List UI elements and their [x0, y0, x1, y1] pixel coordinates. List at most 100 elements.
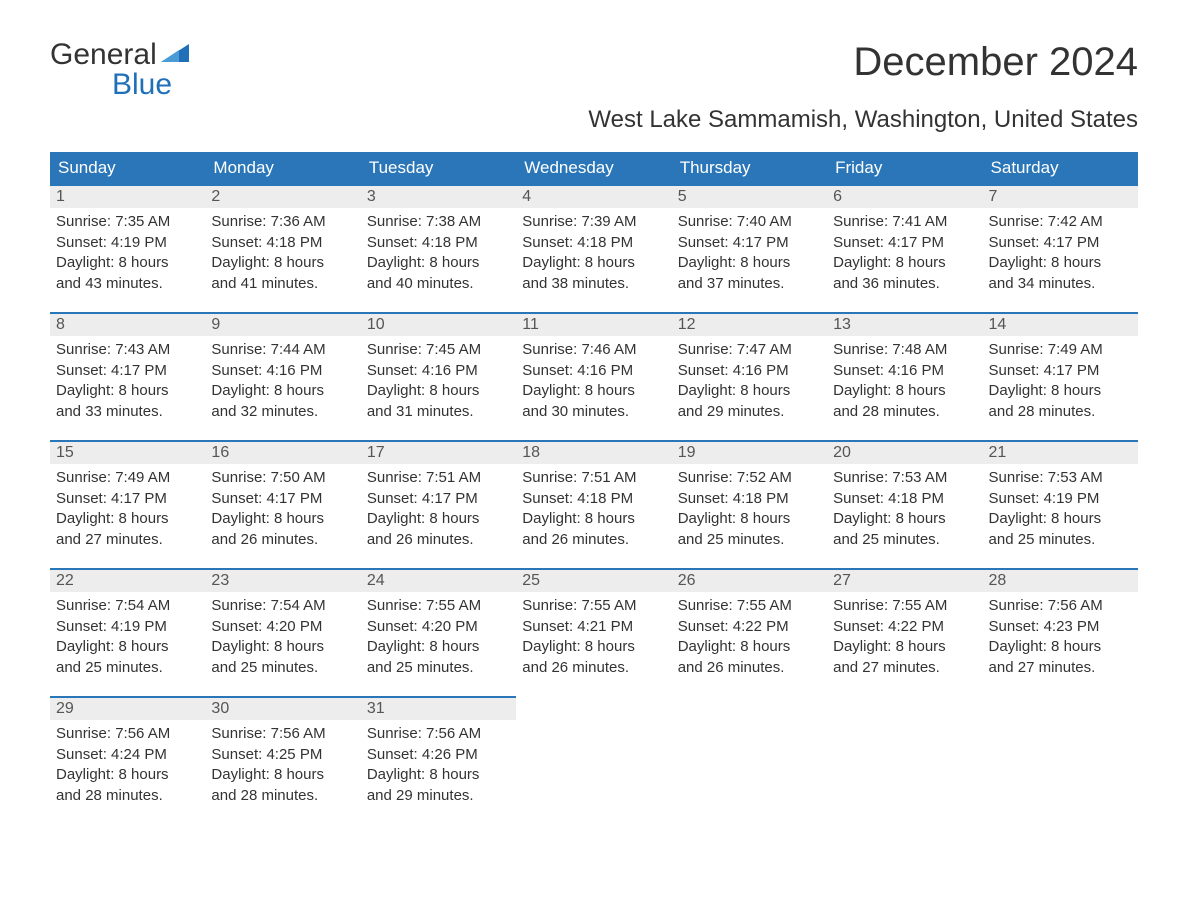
day-number: 18	[516, 440, 671, 464]
daylight-text: and 28 minutes.	[833, 402, 976, 422]
calendar-day: 4Sunrise: 7:39 AMSunset: 4:18 PMDaylight…	[516, 184, 671, 312]
day-details: Sunrise: 7:54 AMSunset: 4:20 PMDaylight:…	[205, 592, 360, 688]
calendar-day: 19Sunrise: 7:52 AMSunset: 4:18 PMDayligh…	[672, 440, 827, 568]
daylight-text: Daylight: 8 hours	[678, 637, 821, 657]
day-details: Sunrise: 7:55 AMSunset: 4:22 PMDaylight:…	[672, 592, 827, 688]
sunset-text: Sunset: 4:19 PM	[56, 233, 199, 253]
sunset-text: Sunset: 4:18 PM	[678, 489, 821, 509]
col-wed: Wednesday	[516, 152, 671, 184]
daylight-text: and 36 minutes.	[833, 274, 976, 294]
daylight-text: Daylight: 8 hours	[367, 509, 510, 529]
daylight-text: Daylight: 8 hours	[211, 509, 354, 529]
daylight-text: Daylight: 8 hours	[989, 509, 1132, 529]
day-details: Sunrise: 7:51 AMSunset: 4:18 PMDaylight:…	[516, 464, 671, 560]
day-number: 9	[205, 312, 360, 336]
daylight-text: Daylight: 8 hours	[211, 253, 354, 273]
daylight-text: Daylight: 8 hours	[56, 381, 199, 401]
brand-word-2: Blue	[112, 70, 189, 100]
day-details: Sunrise: 7:49 AMSunset: 4:17 PMDaylight:…	[983, 336, 1138, 432]
sunrise-text: Sunrise: 7:53 AM	[989, 468, 1132, 488]
sunrise-text: Sunrise: 7:52 AM	[678, 468, 821, 488]
daylight-text: and 32 minutes.	[211, 402, 354, 422]
calendar-day: 9Sunrise: 7:44 AMSunset: 4:16 PMDaylight…	[205, 312, 360, 440]
daylight-text: and 28 minutes.	[211, 786, 354, 806]
day-number: 17	[361, 440, 516, 464]
calendar-day: 14Sunrise: 7:49 AMSunset: 4:17 PMDayligh…	[983, 312, 1138, 440]
sunrise-text: Sunrise: 7:50 AM	[211, 468, 354, 488]
daylight-text: Daylight: 8 hours	[989, 381, 1132, 401]
daylight-text: and 25 minutes.	[833, 530, 976, 550]
calendar-day: 1Sunrise: 7:35 AMSunset: 4:19 PMDaylight…	[50, 184, 205, 312]
day-details: Sunrise: 7:56 AMSunset: 4:25 PMDaylight:…	[205, 720, 360, 816]
daylight-text: and 27 minutes.	[833, 658, 976, 678]
calendar-day: 31Sunrise: 7:56 AMSunset: 4:26 PMDayligh…	[361, 696, 516, 824]
daylight-text: Daylight: 8 hours	[211, 381, 354, 401]
day-details: Sunrise: 7:53 AMSunset: 4:18 PMDaylight:…	[827, 464, 982, 560]
sunset-text: Sunset: 4:18 PM	[367, 233, 510, 253]
day-details: Sunrise: 7:40 AMSunset: 4:17 PMDaylight:…	[672, 208, 827, 304]
sunset-text: Sunset: 4:17 PM	[211, 489, 354, 509]
sunset-text: Sunset: 4:17 PM	[678, 233, 821, 253]
sunset-text: Sunset: 4:17 PM	[989, 361, 1132, 381]
sunrise-text: Sunrise: 7:49 AM	[56, 468, 199, 488]
col-sat: Saturday	[983, 152, 1138, 184]
day-details: Sunrise: 7:54 AMSunset: 4:19 PMDaylight:…	[50, 592, 205, 688]
sunset-text: Sunset: 4:17 PM	[989, 233, 1132, 253]
day-details: Sunrise: 7:41 AMSunset: 4:17 PMDaylight:…	[827, 208, 982, 304]
day-details: Sunrise: 7:39 AMSunset: 4:18 PMDaylight:…	[516, 208, 671, 304]
day-details: Sunrise: 7:43 AMSunset: 4:17 PMDaylight:…	[50, 336, 205, 432]
sunrise-text: Sunrise: 7:36 AM	[211, 212, 354, 232]
col-fri: Friday	[827, 152, 982, 184]
day-number: 15	[50, 440, 205, 464]
sunset-text: Sunset: 4:22 PM	[678, 617, 821, 637]
daylight-text: Daylight: 8 hours	[989, 637, 1132, 657]
day-details: Sunrise: 7:49 AMSunset: 4:17 PMDaylight:…	[50, 464, 205, 560]
sunset-text: Sunset: 4:17 PM	[367, 489, 510, 509]
sunrise-text: Sunrise: 7:39 AM	[522, 212, 665, 232]
calendar-week: 22Sunrise: 7:54 AMSunset: 4:19 PMDayligh…	[50, 568, 1138, 696]
daylight-text: and 25 minutes.	[367, 658, 510, 678]
calendar-day	[827, 696, 982, 824]
day-details: Sunrise: 7:38 AMSunset: 4:18 PMDaylight:…	[361, 208, 516, 304]
sunrise-text: Sunrise: 7:55 AM	[522, 596, 665, 616]
calendar-day: 20Sunrise: 7:53 AMSunset: 4:18 PMDayligh…	[827, 440, 982, 568]
daylight-text: and 40 minutes.	[367, 274, 510, 294]
daylight-text: Daylight: 8 hours	[522, 381, 665, 401]
daylight-text: Daylight: 8 hours	[989, 253, 1132, 273]
sunset-text: Sunset: 4:18 PM	[522, 489, 665, 509]
day-number: 24	[361, 568, 516, 592]
daylight-text: Daylight: 8 hours	[833, 253, 976, 273]
sunrise-text: Sunrise: 7:44 AM	[211, 340, 354, 360]
day-number: 16	[205, 440, 360, 464]
daylight-text: Daylight: 8 hours	[56, 765, 199, 785]
day-header-row: Sunday Monday Tuesday Wednesday Thursday…	[50, 152, 1138, 184]
calendar-day: 18Sunrise: 7:51 AMSunset: 4:18 PMDayligh…	[516, 440, 671, 568]
daylight-text: Daylight: 8 hours	[56, 253, 199, 273]
sunset-text: Sunset: 4:21 PM	[522, 617, 665, 637]
calendar-body: 1Sunrise: 7:35 AMSunset: 4:19 PMDaylight…	[50, 184, 1138, 824]
sunrise-text: Sunrise: 7:56 AM	[56, 724, 199, 744]
day-details: Sunrise: 7:45 AMSunset: 4:16 PMDaylight:…	[361, 336, 516, 432]
sunset-text: Sunset: 4:16 PM	[367, 361, 510, 381]
daylight-text: and 26 minutes.	[678, 658, 821, 678]
calendar-day: 22Sunrise: 7:54 AMSunset: 4:19 PMDayligh…	[50, 568, 205, 696]
day-number: 8	[50, 312, 205, 336]
daylight-text: and 30 minutes.	[522, 402, 665, 422]
daylight-text: Daylight: 8 hours	[367, 765, 510, 785]
sunrise-text: Sunrise: 7:53 AM	[833, 468, 976, 488]
calendar-day: 29Sunrise: 7:56 AMSunset: 4:24 PMDayligh…	[50, 696, 205, 824]
sunset-text: Sunset: 4:26 PM	[367, 745, 510, 765]
day-number: 23	[205, 568, 360, 592]
calendar-day: 21Sunrise: 7:53 AMSunset: 4:19 PMDayligh…	[983, 440, 1138, 568]
day-number: 2	[205, 184, 360, 208]
sunset-text: Sunset: 4:16 PM	[833, 361, 976, 381]
calendar-day: 12Sunrise: 7:47 AMSunset: 4:16 PMDayligh…	[672, 312, 827, 440]
col-sun: Sunday	[50, 152, 205, 184]
brand-word-1: General	[50, 40, 157, 70]
day-details: Sunrise: 7:56 AMSunset: 4:23 PMDaylight:…	[983, 592, 1138, 688]
day-number: 22	[50, 568, 205, 592]
daylight-text: Daylight: 8 hours	[367, 637, 510, 657]
sunset-text: Sunset: 4:17 PM	[56, 489, 199, 509]
day-number: 1	[50, 184, 205, 208]
daylight-text: Daylight: 8 hours	[522, 637, 665, 657]
